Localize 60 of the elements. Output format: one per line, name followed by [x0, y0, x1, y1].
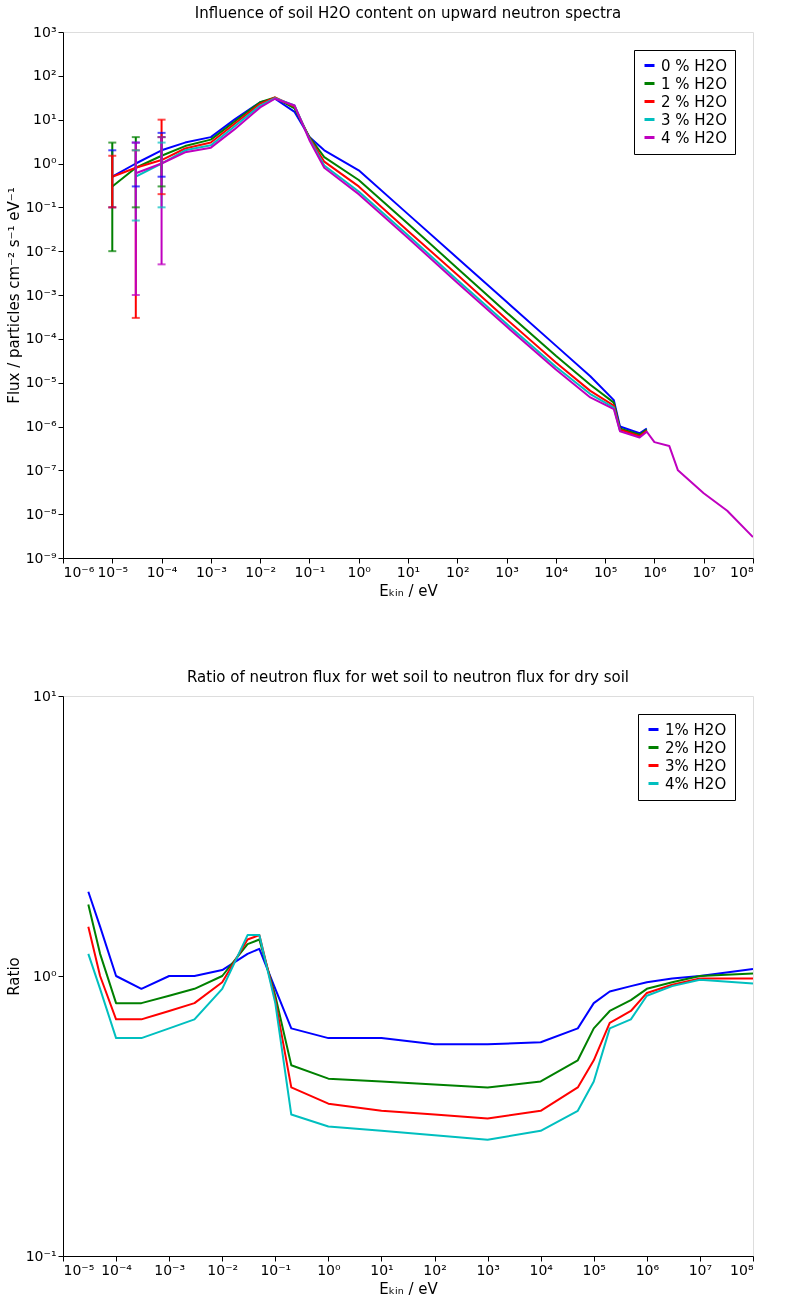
y-tick-label: 10⁻³ — [25, 286, 57, 303]
x-tick-label: 10⁻¹ — [294, 563, 326, 580]
x-tick-label: 10⁸ — [730, 1261, 754, 1278]
y-tick-label: 10⁻⁴ — [25, 330, 57, 347]
y-tick-label: 10⁰ — [33, 155, 57, 171]
x-tick-label: 10⁻⁴ — [146, 563, 178, 580]
legend-label: 4% H2O — [665, 774, 727, 793]
x-tick-label: 10⁶ — [635, 1261, 660, 1278]
legend-label: 1% H2O — [665, 720, 727, 739]
y-tick-label: 10⁻⁹ — [25, 549, 57, 566]
y-tick-label: 10⁻⁶ — [25, 418, 57, 434]
x-axis-title: Eₖᵢₙ / eV — [379, 581, 439, 600]
y-tick-label: 10² — [33, 67, 57, 84]
x-tick-label: 10⁻¹ — [260, 1261, 292, 1278]
y-axis-title: Flux / particles cm⁻² s⁻¹ eV⁻¹ — [4, 187, 23, 404]
x-tick-label: 10⁴ — [529, 1261, 554, 1278]
x-tick-label: 10⁻³ — [154, 1261, 186, 1278]
x-tick-label: 10⁷ — [688, 1261, 713, 1278]
x-tick-label: 10⁻⁴ — [101, 1261, 133, 1278]
x-tick-label: 10⁸ — [730, 563, 754, 580]
x-tick-label: 10² — [446, 563, 470, 580]
x-tick-label: 10² — [423, 1261, 447, 1278]
y-tick-label: 10⁻⁷ — [25, 461, 57, 478]
legend-label: 3% H2O — [665, 756, 727, 775]
x-tick-label: 10⁰ — [317, 1261, 341, 1278]
x-tick-label: 10⁻⁵ — [63, 1261, 95, 1278]
y-tick-label: 10⁻¹ — [25, 198, 57, 215]
y-tick-label: 10³ — [33, 23, 57, 40]
x-tick-label: 10⁻⁶ — [63, 563, 95, 580]
x-tick-label: 10¹ — [396, 563, 421, 580]
legend-label: 4 % H2O — [661, 128, 727, 147]
x-tick-label: 10⁴ — [544, 563, 569, 580]
x-tick-label: 10³ — [495, 563, 519, 580]
x-tick-label: 10⁻² — [245, 563, 277, 580]
x-tick-label: 10⁰ — [347, 563, 372, 580]
y-tick-label: 10¹ — [33, 111, 57, 128]
y-tick-label: 10⁻⁸ — [25, 505, 57, 522]
chart-title: Influence of soil H2O content on upward neutron spectra — [194, 4, 622, 22]
x-tick-label: 10⁷ — [692, 563, 716, 580]
legend-label: 0 % H2O — [661, 56, 727, 75]
legend-label: 1 % H2O — [661, 74, 727, 93]
legend-label: 3 % H2O — [661, 110, 727, 129]
x-tick-label: 10⁻² — [207, 1261, 239, 1278]
legend-label: 2% H2O — [665, 738, 727, 757]
y-tick-label: 10¹ — [33, 687, 57, 704]
legend-label: 2 % H2O — [661, 92, 727, 111]
y-axis-title: Ratio — [4, 957, 23, 996]
y-tick-label: 10⁻¹ — [25, 1247, 57, 1264]
x-tick-label: 10⁶ — [643, 563, 668, 580]
chart-title: Ratio of neutron flux for wet soil to neutron flux for dry soil — [186, 668, 630, 686]
y-tick-label: 10⁰ — [33, 967, 57, 984]
x-tick-label: 10⁵ — [593, 563, 618, 580]
y-tick-label: 10⁻⁵ — [25, 374, 57, 391]
x-tick-label: 10⁵ — [582, 1261, 606, 1278]
x-axis-title: Eₖᵢₙ / eV — [379, 1279, 439, 1298]
x-tick-label: 10⁻³ — [195, 563, 227, 580]
x-tick-label: 10³ — [476, 1261, 500, 1278]
x-tick-label: 10⁻⁵ — [97, 563, 129, 580]
y-tick-label: 10⁻² — [25, 242, 57, 259]
x-tick-label: 10¹ — [370, 1261, 394, 1278]
